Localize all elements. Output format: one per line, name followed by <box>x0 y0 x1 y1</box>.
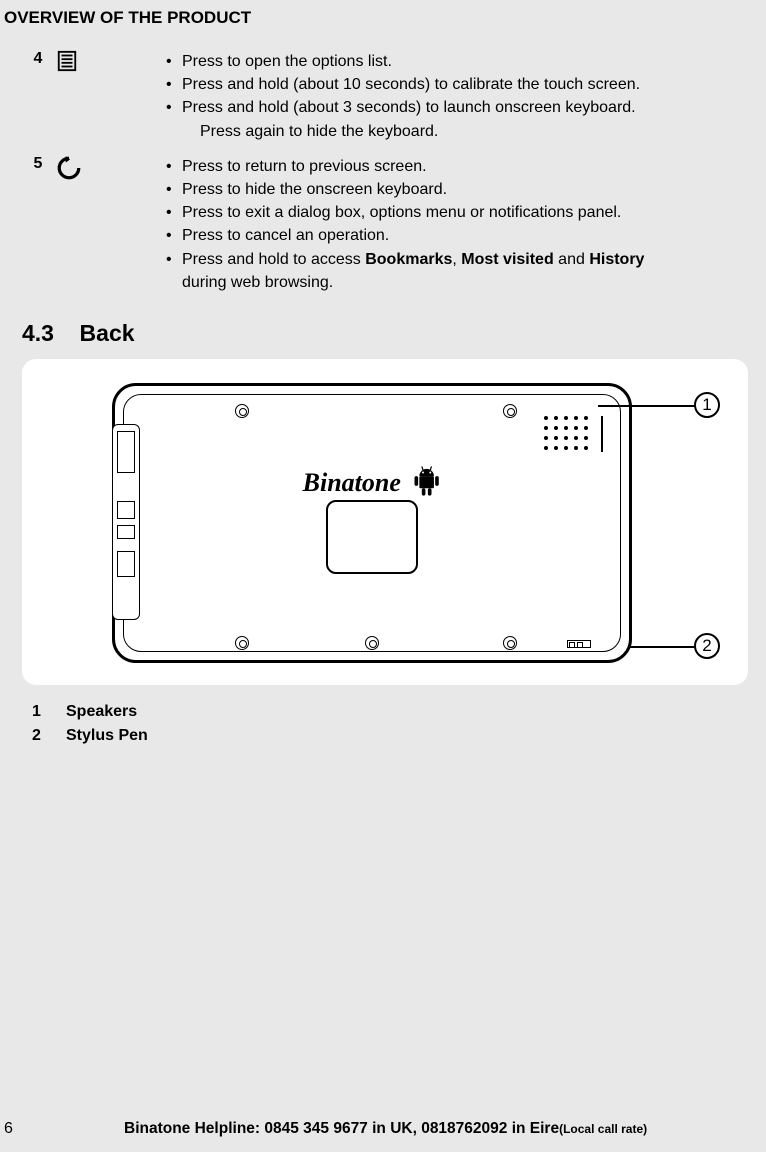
brand-logo: Binatone <box>303 468 401 498</box>
section-number: 4.3 <box>22 320 54 346</box>
legend-label: Speakers <box>66 703 137 721</box>
page-number: 6 <box>4 1120 124 1138</box>
bullet-item: Press to hide the onscreen keyboard. <box>164 178 748 201</box>
bullet-item: Press and hold (about 3 seconds) to laun… <box>164 96 748 142</box>
callout-2: 2 <box>694 633 720 659</box>
screw-icon <box>503 404 517 418</box>
row-number: 4 <box>22 50 54 143</box>
callout-line <box>598 405 696 408</box>
menu-lines-icon <box>54 50 164 143</box>
port-panel <box>112 424 140 620</box>
screw-icon <box>503 636 517 650</box>
return-arrow-icon <box>54 155 164 294</box>
row-4-description: Press to open the options list. Press an… <box>164 50 748 143</box>
bullet-item: Press to return to previous screen. <box>164 155 748 178</box>
android-icon <box>411 464 441 503</box>
bullet-item: Press to exit a dialog box, options menu… <box>164 201 748 224</box>
screw-icon <box>235 404 249 418</box>
legend-row: 1 Speakers <box>32 703 766 721</box>
row-number: 5 <box>22 155 54 294</box>
bullet-item: Press to open the options list. <box>164 50 748 73</box>
footer-rate-note: (Local call rate) <box>559 1122 647 1136</box>
legend-number: 2 <box>32 727 66 745</box>
stylus-slot <box>567 640 591 648</box>
section-heading: 4.3 Back <box>0 306 766 355</box>
button-descriptions: 4 Press to open the options list. Press … <box>0 28 766 294</box>
kickstand <box>326 500 418 574</box>
device-back-diagram: Binatone <box>22 359 748 685</box>
page-footer: 6 Binatone Helpline: 0845 345 9677 in UK… <box>0 1120 766 1138</box>
bullet-item: Press and hold to access Bookmarks, Most… <box>164 248 748 294</box>
row-5-description: Press to return to previous screen. Pres… <box>164 155 748 294</box>
screw-icon <box>235 636 249 650</box>
legend-number: 1 <box>32 703 66 721</box>
speaker-grille <box>544 416 589 451</box>
section-title: Back <box>80 320 135 346</box>
screw-icon <box>365 636 379 650</box>
diagram-legend: 1 Speakers 2 Stylus Pen <box>0 695 766 745</box>
device-outline: Binatone <box>112 383 632 663</box>
row-5: 5 Press to return to previous screen. Pr… <box>22 155 748 294</box>
callout-1: 1 <box>694 392 720 418</box>
footer-helpline: Binatone Helpline: 0845 345 9677 in UK, … <box>124 1120 559 1138</box>
legend-row: 2 Stylus Pen <box>32 727 766 745</box>
callout-line <box>630 646 696 649</box>
legend-label: Stylus Pen <box>66 727 148 745</box>
page-header: OVERVIEW OF THE PRODUCT <box>0 0 766 28</box>
row-4: 4 Press to open the options list. Press … <box>22 50 748 143</box>
bullet-item: Press and hold (about 10 seconds) to cal… <box>164 73 748 96</box>
bullet-item: Press to cancel an operation. <box>164 224 748 247</box>
